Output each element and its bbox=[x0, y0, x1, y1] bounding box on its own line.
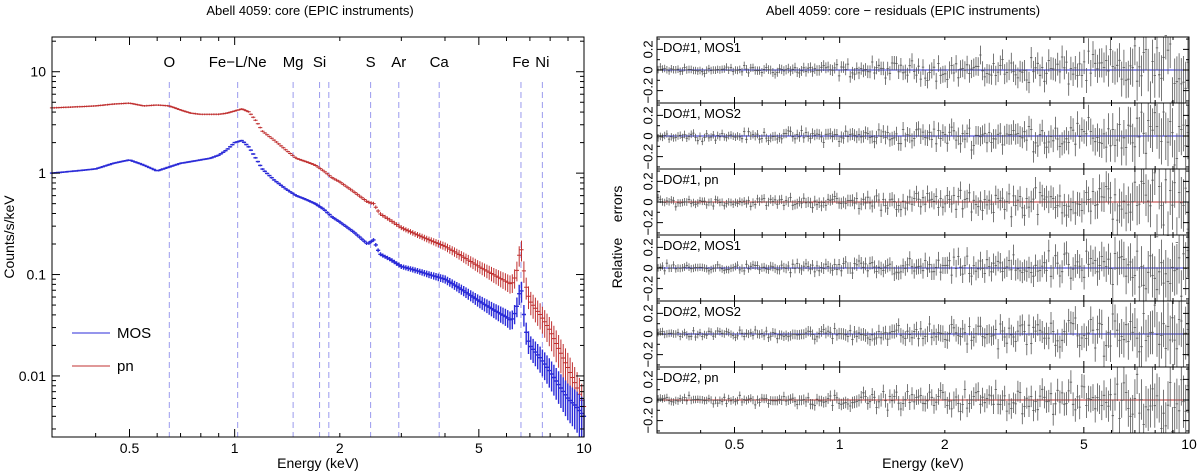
x-tick-label-1: 1 bbox=[231, 440, 239, 456]
residual-x-tick-label-4: 10 bbox=[1181, 436, 1197, 452]
line-label-1: Fe−L/Ne bbox=[209, 54, 267, 71]
spectrum-legend: MOS pn bbox=[72, 325, 151, 375]
residual-panel-5: DO#2, pn 0.2 0 −0.2 bbox=[641, 366, 1190, 434]
line-label-6: Ar bbox=[391, 54, 406, 71]
residual-panel-label-2: DO#1, pn bbox=[663, 172, 719, 187]
x-tick-label-0: 0.5 bbox=[120, 440, 140, 456]
residual-y-tick-label-2: −0.2 bbox=[641, 342, 656, 368]
residual-y-tick-label-0: 0.2 bbox=[641, 106, 656, 124]
residual-y-tick-label-1: 0 bbox=[641, 330, 656, 337]
residual-panel-1: DO#1, MOS2 0.2 0 −0.2 bbox=[641, 102, 1190, 170]
residual-y-tick-label-1: 0 bbox=[641, 132, 656, 139]
residual-panel-2: DO#1, pn 0.2 0 −0.2 bbox=[641, 168, 1190, 243]
residual-x-tick-label-3: 5 bbox=[1080, 436, 1088, 452]
residual-panel-label-3: DO#2, MOS1 bbox=[663, 238, 741, 253]
residual-points bbox=[656, 301, 1190, 367]
residual-panel-0: DO#1, MOS1 0.2 0 −0.2 bbox=[641, 35, 1190, 104]
legend-pn-label: pn bbox=[117, 358, 134, 375]
series-pn-points bbox=[49, 102, 587, 435]
residual-y-tick-label-0: 0.2 bbox=[641, 238, 656, 256]
residual-panel-label-0: DO#1, MOS1 bbox=[663, 40, 741, 55]
y-tick-label-1: 0.1 bbox=[27, 267, 47, 283]
y-tick-label-2: 1 bbox=[38, 165, 46, 181]
residual-panel-label-4: DO#2, MOS2 bbox=[663, 304, 741, 319]
residual-panel-3: DO#2, MOS1 0.2 0 −0.2 bbox=[641, 234, 1190, 302]
legend-mos-label: MOS bbox=[117, 325, 151, 342]
residual-y-tick-label-1: 0 bbox=[641, 198, 656, 205]
spectrum-plot-area bbox=[51, 36, 585, 438]
residual-panel-label-1: DO#1, MOS2 bbox=[663, 106, 741, 121]
residual-panel-4: DO#2, MOS2 0.2 0 −0.2 bbox=[641, 300, 1190, 368]
residual-y-tick-label-1: 0 bbox=[641, 264, 656, 271]
residual-points bbox=[656, 103, 1190, 169]
residual-y-tick-label-2: −0.2 bbox=[641, 276, 656, 302]
residual-points bbox=[656, 169, 1190, 243]
spectrum-ylabel: Counts/s/keV bbox=[1, 195, 17, 279]
line-label-3: Si bbox=[313, 54, 326, 71]
line-label-2: Mg bbox=[283, 54, 304, 71]
residuals-title: Abell 4059: core − residuals (EPIC instr… bbox=[766, 3, 1040, 18]
line-label-0: O bbox=[163, 54, 175, 71]
y-tick-label-0: 0.01 bbox=[19, 368, 46, 384]
residual-y-tick-label-0: 0.2 bbox=[641, 304, 656, 322]
residual-y-tick-label-1: 0 bbox=[641, 66, 656, 73]
residuals-xlabel: Energy (keV) bbox=[882, 455, 964, 471]
line-label-8: Fe bbox=[512, 54, 530, 71]
series-pn bbox=[49, 102, 587, 435]
line-label-5: S bbox=[366, 54, 376, 71]
residual-y-tick-label-1: 0 bbox=[641, 396, 656, 403]
residual-points bbox=[656, 367, 1190, 433]
residual-y-tick-label-2: −0.2 bbox=[641, 78, 656, 104]
x-tick-label-2: 2 bbox=[336, 440, 344, 456]
residuals-chart: Abell 4059: core − residuals (EPIC instr… bbox=[609, 3, 1197, 471]
line-label-9: Ni bbox=[535, 54, 549, 71]
line-label-7: Ca bbox=[430, 54, 450, 71]
x-tick-label-4: 10 bbox=[576, 440, 592, 456]
residual-x-tick-label-1: 1 bbox=[836, 436, 844, 452]
residual-panel-label-5: DO#2, pn bbox=[663, 370, 719, 385]
residual-x-tick-label-2: 2 bbox=[941, 436, 949, 452]
residual-x-tick-label-0: 0.5 bbox=[725, 436, 745, 452]
y-tick-label-3: 10 bbox=[30, 64, 46, 80]
residual-y-tick-label-0: 0.2 bbox=[641, 172, 656, 190]
residual-y-tick-label-2: −0.2 bbox=[641, 210, 656, 236]
residual-y-tick-label-2: −0.2 bbox=[641, 144, 656, 170]
spectrum-chart: Abell 4059: core (EPIC instruments) O Fe−… bbox=[1, 3, 592, 471]
spectrum-title: Abell 4059: core (EPIC instruments) bbox=[206, 3, 413, 18]
residual-y-tick-label-0: 0.2 bbox=[641, 370, 656, 388]
residuals-ylabel: Relative errors bbox=[609, 186, 625, 289]
spectrum-xlabel: Energy (keV) bbox=[277, 455, 359, 471]
residual-y-tick-label-2: −0.2 bbox=[641, 408, 656, 434]
residual-y-tick-label-0: 0.2 bbox=[641, 40, 656, 58]
x-tick-label-3: 5 bbox=[475, 440, 483, 456]
